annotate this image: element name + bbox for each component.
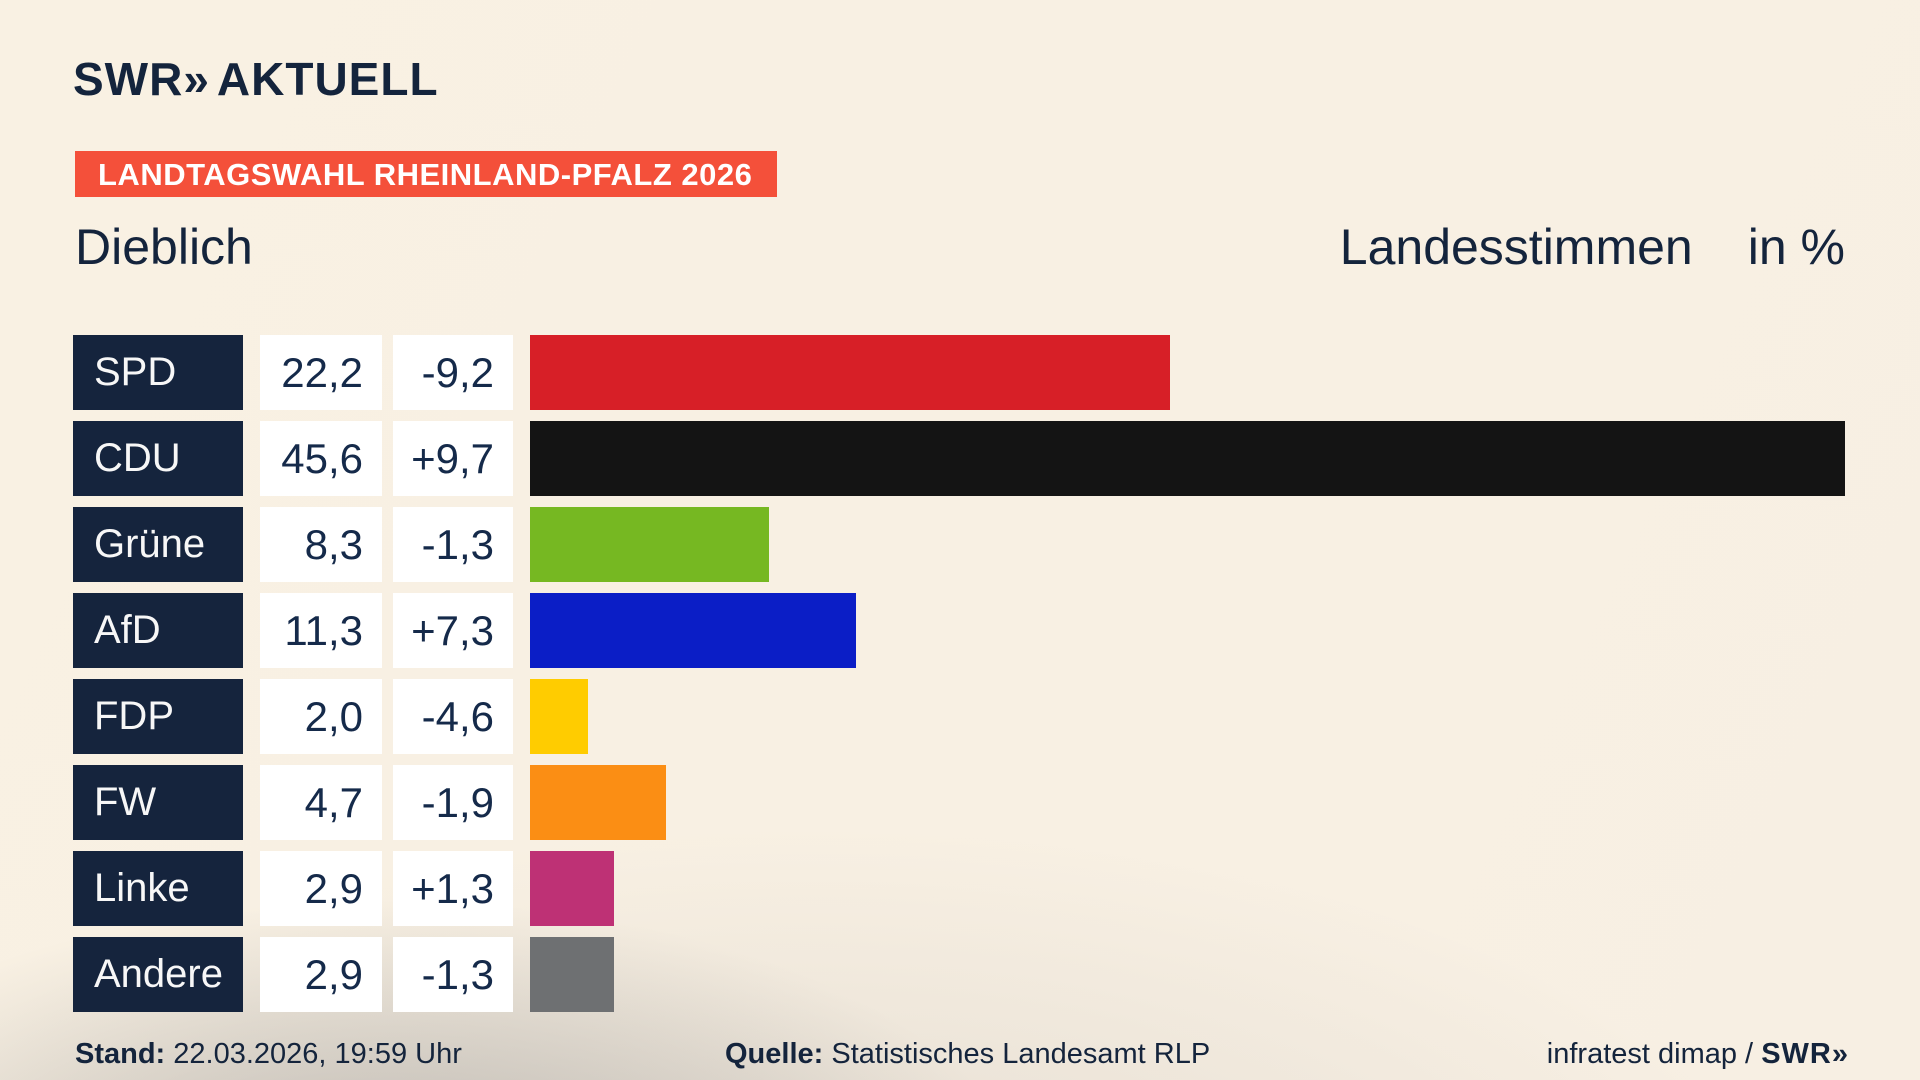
logo-swr-text: SWR xyxy=(73,53,184,105)
party-bar xyxy=(530,765,666,840)
party-value: 2,9 xyxy=(260,937,382,1012)
party-change: +7,3 xyxy=(393,593,513,668)
quelle-value: Statistisches Landesamt RLP xyxy=(831,1038,1211,1070)
party-value: 8,3 xyxy=(260,507,382,582)
bar-track xyxy=(530,507,1845,582)
party-change: -9,2 xyxy=(393,335,513,410)
title-bar: Dieblich Landesstimmen in % xyxy=(75,218,1845,276)
measure-unit: in % xyxy=(1747,219,1845,275)
stand-label: Stand: xyxy=(75,1038,166,1070)
party-label: FDP xyxy=(73,679,243,754)
party-label: Andere xyxy=(73,937,243,1012)
party-bar xyxy=(530,851,614,926)
party-value: 11,3 xyxy=(260,593,382,668)
party-value: 45,6 xyxy=(260,421,382,496)
party-bar xyxy=(530,679,588,754)
party-label: Grüne xyxy=(73,507,243,582)
party-bar xyxy=(530,507,770,582)
party-value: 4,7 xyxy=(260,765,382,840)
party-bar xyxy=(530,421,1845,496)
credit-note: infratest dimap / SWR» xyxy=(1546,1038,1848,1071)
swr-aktuell-logo: SWR» AKTUELL xyxy=(73,52,439,106)
chart-row: FDP 2,0 -4,6 xyxy=(73,679,1845,754)
chart-row: SPD 22,2 -9,2 xyxy=(73,335,1845,410)
bar-track xyxy=(530,765,1845,840)
chart-row: Andere 2,9 -1,3 xyxy=(73,937,1845,1012)
party-value: 2,9 xyxy=(260,851,382,926)
chart-row: Grüne 8,3 -1,3 xyxy=(73,507,1845,582)
party-label: Linke xyxy=(73,851,243,926)
bar-track xyxy=(530,679,1845,754)
stand-timestamp: Stand: 22.03.2026, 19:59 Uhr xyxy=(75,1038,462,1071)
party-label: FW xyxy=(73,765,243,840)
quelle-label: Quelle: xyxy=(725,1038,824,1070)
chart-row: AfD 11,3 +7,3 xyxy=(73,593,1845,668)
party-change: -1,9 xyxy=(393,765,513,840)
source-note: Quelle: Statistisches Landesamt RLP xyxy=(725,1038,1210,1071)
chart-row: Linke 2,9 +1,3 xyxy=(73,851,1845,926)
stand-value: 22.03.2026, 19:59 Uhr xyxy=(173,1038,462,1070)
double-chevron-icon: » xyxy=(183,53,208,105)
party-label: CDU xyxy=(73,421,243,496)
party-bar xyxy=(530,593,856,668)
municipality-title: Dieblich xyxy=(75,219,253,275)
party-change: -1,3 xyxy=(393,507,513,582)
party-value: 2,0 xyxy=(260,679,382,754)
chart-row: CDU 45,6 +9,7 xyxy=(73,421,1845,496)
election-banner: LANDTAGSWAHL RHEINLAND-PFALZ 2026 xyxy=(75,151,778,197)
measure-label: Landesstimmen xyxy=(1339,219,1693,275)
logo-aktuell-text: AKTUELL xyxy=(216,53,439,105)
bar-track xyxy=(530,937,1845,1012)
bar-track xyxy=(530,421,1845,496)
party-change: +9,7 xyxy=(393,421,513,496)
party-value: 22,2 xyxy=(260,335,382,410)
party-bar xyxy=(530,335,1171,410)
measure-title: Landesstimmen in % xyxy=(1340,218,1845,276)
credit-double-chevron-icon: » xyxy=(1831,1038,1848,1070)
bar-track xyxy=(530,593,1845,668)
footer: Stand: 22.03.2026, 19:59 Uhr Quelle: Sta… xyxy=(75,1038,1848,1074)
credit-text: infratest dimap / xyxy=(1546,1038,1754,1070)
party-bar xyxy=(530,937,614,1012)
party-change: -4,6 xyxy=(393,679,513,754)
party-label: AfD xyxy=(73,593,243,668)
bar-track xyxy=(530,851,1845,926)
results-bar-chart: SPD 22,2 -9,2 CDU 45,6 +9,7 Grüne 8,3 -1… xyxy=(73,335,1845,1023)
chart-row: FW 4,7 -1,9 xyxy=(73,765,1845,840)
bar-track xyxy=(530,335,1845,410)
party-label: SPD xyxy=(73,335,243,410)
credit-swr-text: SWR xyxy=(1761,1038,1832,1070)
party-change: -1,3 xyxy=(393,937,513,1012)
party-change: +1,3 xyxy=(393,851,513,926)
